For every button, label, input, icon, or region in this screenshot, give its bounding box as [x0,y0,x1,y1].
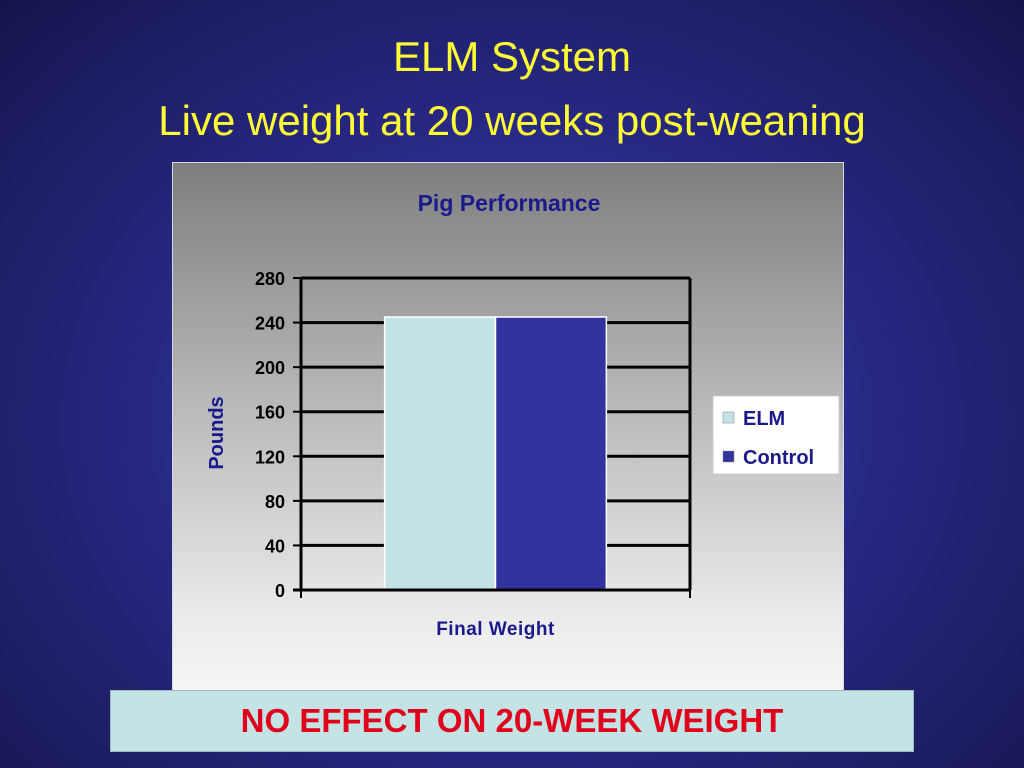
y-tick-label: 0 [275,581,285,601]
chart-panel: Pig Performance Pounds 0 40 80 120 160 200 240… [172,162,844,704]
legend-swatch-control [722,450,735,463]
y-tick-label: 40 [265,536,285,556]
conclusion-callout: NO EFFECT ON 20-WEEK WEIGHT [110,690,914,752]
y-tick-label: 160 [255,403,285,423]
legend-swatch-elm [722,411,735,424]
y-tick-labels: 0 40 80 120 160 200 240 280 [255,269,285,601]
y-axis-label: Pounds [206,396,228,469]
y-tick-label: 200 [255,358,285,378]
slide-title-line2: Live weight at 20 weeks post-weaning [158,97,866,144]
y-tick-label: 80 [265,492,285,512]
chart-title: Pig Performance [418,190,601,216]
axes [293,276,692,598]
y-tick-label: 120 [255,447,285,467]
legend-label-control: Control [743,447,814,469]
y-tick-label: 240 [255,314,285,334]
slide-title-line1: ELM System [392,33,632,80]
bar-elm [383,316,497,591]
x-category-label: Final Weight [436,619,555,640]
y-tick-label: 280 [255,269,285,289]
x-category-labels: Final Weight [436,619,555,640]
bar-chart: Pig Performance Pounds 0 40 80 120 160 200 240… [206,190,840,640]
bars [383,316,608,591]
chart-legend: ELM Control [712,395,840,475]
callout-text: NO EFFECT ON 20-WEEK WEIGHT [240,702,784,739]
bar-control [494,316,608,591]
legend-label-elm: ELM [743,408,785,430]
